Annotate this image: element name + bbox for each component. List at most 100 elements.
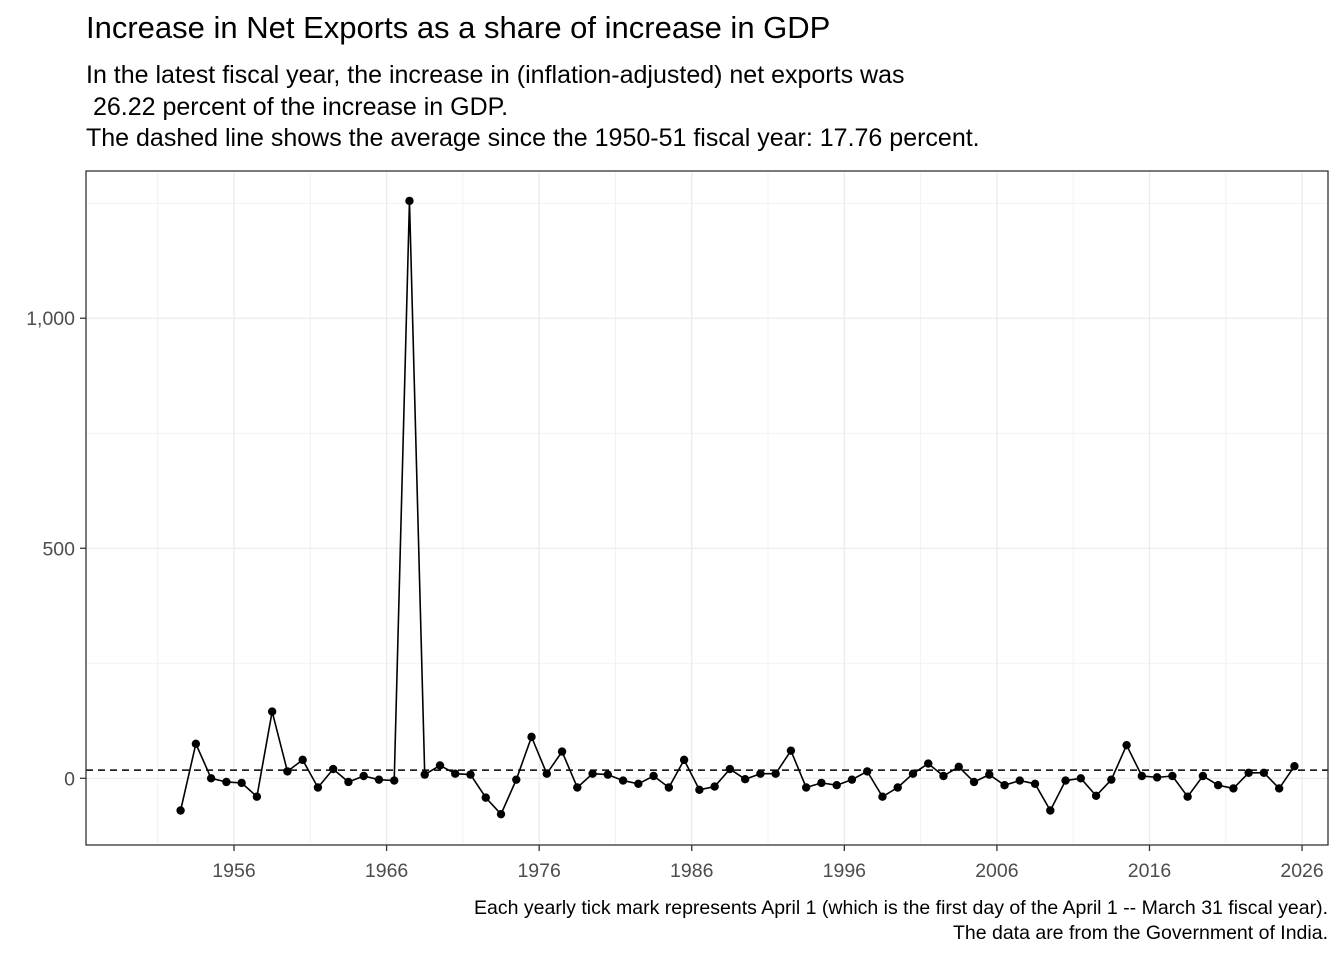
- data-point: [786, 746, 796, 755]
- x-axis-tick-label: 2006: [975, 860, 1018, 882]
- data-point: [618, 776, 628, 785]
- plot-panel: [86, 171, 1328, 845]
- data-point: [771, 769, 780, 778]
- data-point: [649, 771, 658, 781]
- data-point: [328, 764, 338, 774]
- plot-border: [85, 170, 1329, 846]
- data-point: [939, 771, 948, 781]
- data-point: [374, 775, 384, 784]
- chart-caption: Each yearly tick mark represents April 1…: [474, 896, 1328, 946]
- data-point: [1229, 784, 1238, 793]
- data-point: [725, 764, 735, 774]
- data-point: [481, 793, 490, 802]
- data-point: [512, 775, 521, 784]
- data-point: [985, 770, 994, 779]
- data-point: [634, 779, 643, 789]
- data-point: [390, 776, 399, 785]
- y-axis-tick-label: 500: [42, 538, 75, 560]
- data-point: [1137, 771, 1147, 781]
- major-gridlines: [86, 171, 1328, 845]
- data-point: [954, 762, 963, 771]
- data-point: [664, 783, 674, 792]
- series-layer: [176, 196, 1299, 819]
- data-point: [756, 769, 765, 778]
- data-point: [237, 778, 246, 788]
- data-point: [603, 770, 613, 779]
- caption-line: The data are from the Government of Indi…: [952, 922, 1328, 944]
- data-point: [878, 792, 887, 801]
- minor-gridlines: [86, 171, 1328, 845]
- data-point: [1290, 762, 1299, 771]
- data-point: [267, 707, 277, 716]
- data-point: [1000, 780, 1009, 790]
- data-point: [298, 755, 307, 765]
- data-point: [1152, 773, 1162, 782]
- data-point: [1168, 771, 1177, 781]
- data-point: [832, 780, 841, 790]
- data-point: [252, 792, 262, 801]
- data-point: [1198, 771, 1208, 781]
- data-point: [313, 783, 323, 792]
- data-point: [1107, 775, 1116, 784]
- data-point: [420, 770, 429, 779]
- data-point: [542, 769, 551, 778]
- data-point: [817, 778, 826, 788]
- x-axis-tick-label: 2016: [1128, 860, 1171, 882]
- data-point: [527, 732, 536, 742]
- data-point: [893, 783, 902, 792]
- data-point: [847, 775, 857, 784]
- y-axis-tick-label: 1,000: [26, 308, 75, 330]
- data-point: [1259, 768, 1269, 777]
- data-point: [863, 767, 872, 776]
- data-point: [435, 761, 445, 770]
- data-point: [969, 777, 979, 787]
- data-point: [924, 759, 933, 768]
- data-point: [801, 783, 811, 792]
- data-point: [557, 747, 567, 756]
- data-point: [359, 771, 368, 781]
- x-axis-tick-label: 1996: [823, 860, 866, 882]
- data-point: [695, 785, 704, 794]
- data-point: [451, 769, 460, 778]
- data-point: [588, 769, 597, 778]
- data-point: [679, 755, 689, 765]
- x-axis-tick-label: 1976: [517, 860, 560, 882]
- data-point: [1091, 791, 1101, 800]
- data-point: [1183, 792, 1192, 801]
- data-point: [496, 809, 506, 819]
- data-point: [222, 777, 231, 787]
- data-point: [191, 739, 201, 748]
- data-point: [1076, 774, 1086, 783]
- y-axis-tick-label: 0: [64, 768, 75, 790]
- data-point: [1213, 780, 1223, 790]
- data-point: [908, 769, 918, 778]
- data-point: [1244, 768, 1253, 777]
- chart-title: Increase in Net Exports as a share of in…: [86, 10, 831, 45]
- data-point: [283, 767, 292, 776]
- data-point: [1015, 776, 1024, 785]
- subtitle-line: In the latest fiscal year, the increase …: [86, 61, 905, 89]
- data-point: [1122, 740, 1131, 750]
- x-axis-tick-label: 1986: [670, 860, 713, 882]
- data-point: [206, 774, 216, 783]
- caption-line: Each yearly tick mark represents April 1…: [474, 897, 1328, 919]
- subtitle-line: 26.22 percent of the increase in GDP.: [86, 92, 509, 121]
- data-point: [405, 196, 414, 206]
- x-axis-tick-label: 2026: [1280, 860, 1323, 882]
- x-axis-tick-label: 1956: [212, 860, 255, 882]
- subtitle-line: The dashed line shows the average since …: [86, 124, 980, 152]
- data-point: [710, 782, 719, 791]
- axis-layer: 1956 1966 1976 1986 1996 2006 2016 2026 0 500 1,00…: [26, 308, 1324, 882]
- x-axis-tick-label: 1966: [365, 860, 408, 882]
- data-point: [1274, 784, 1284, 793]
- data-point: [344, 777, 353, 787]
- data-point: [176, 806, 185, 815]
- data-point: [740, 775, 750, 784]
- data-point: [1030, 779, 1040, 789]
- data-point: [466, 770, 475, 779]
- data-point: [1061, 776, 1070, 785]
- data-point: [1046, 806, 1055, 815]
- chart-subtitle: In the latest fiscal year, the increase …: [86, 60, 980, 155]
- data-point: [573, 783, 582, 792]
